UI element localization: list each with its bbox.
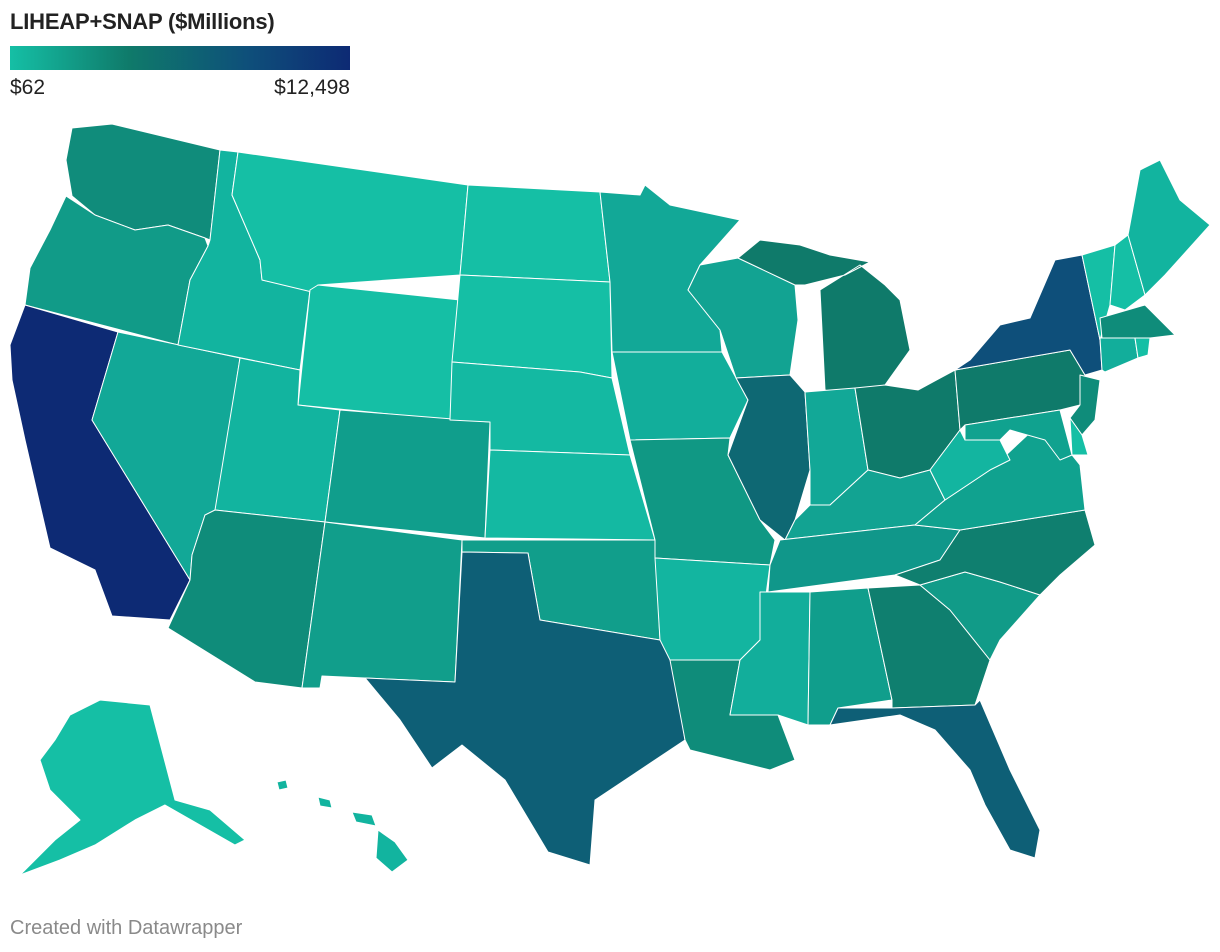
state-AK[interactable] xyxy=(19,699,246,876)
state-WV[interactable] xyxy=(929,429,1011,501)
state-MT[interactable] xyxy=(231,151,469,293)
state-NM[interactable] xyxy=(301,521,463,689)
state-MO[interactable] xyxy=(629,437,776,566)
state-NY[interactable] xyxy=(954,254,1103,376)
state-TX[interactable] xyxy=(364,551,686,866)
state-MD[interactable] xyxy=(964,409,1073,461)
state-HI[interactable] xyxy=(276,779,409,873)
state-KS[interactable] xyxy=(484,449,656,541)
state-NH[interactable] xyxy=(1109,234,1146,311)
state-WY[interactable] xyxy=(297,284,461,421)
attribution-footer: Created with Datawrapper xyxy=(10,917,243,939)
legend-min-label: $62 xyxy=(10,76,46,99)
state-FL[interactable] xyxy=(829,699,1041,859)
state-CT[interactable] xyxy=(1099,337,1139,373)
state-IA[interactable] xyxy=(611,351,749,441)
state-ND[interactable] xyxy=(459,184,611,283)
state-ME[interactable] xyxy=(1127,159,1211,296)
state-NC[interactable] xyxy=(894,509,1096,596)
state-RI[interactable] xyxy=(1134,337,1151,359)
state-SD[interactable] xyxy=(451,274,613,379)
state-DE[interactable] xyxy=(1069,417,1089,456)
map-title: LIHEAP+SNAP ($Millions) xyxy=(10,9,275,34)
legend-gradient-bar xyxy=(10,46,350,70)
state-AR[interactable] xyxy=(654,557,771,661)
legend-max-label: $12,498 xyxy=(274,76,350,99)
state-CO[interactable] xyxy=(324,409,491,539)
state-MA[interactable] xyxy=(1099,304,1176,339)
